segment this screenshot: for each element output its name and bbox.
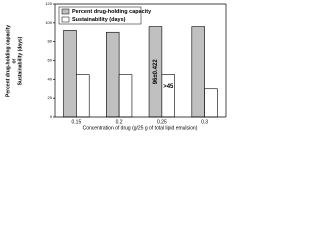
x-tick-label: 0.3 <box>201 119 208 125</box>
x-tick-label: 0.25 <box>157 119 167 125</box>
bar <box>118 74 133 118</box>
y-tick-label: 20 <box>48 95 53 100</box>
legend-swatch <box>61 16 70 23</box>
y-axis-label-line: Percent drug-holding capacity <box>5 25 11 97</box>
bar <box>76 74 90 118</box>
legend-label: Percent drug-holding capacity <box>72 9 152 15</box>
y-axis-label: Percent drug-holding capacity or Sustain… <box>5 25 23 97</box>
legend-swatch <box>61 8 70 15</box>
x-tick-label: 0.15 <box>72 119 82 125</box>
y-axis-label-line: or <box>11 58 17 63</box>
bar <box>161 74 175 118</box>
x-tick-label: 0.2 <box>116 119 123 125</box>
x-axis-label: Concentration of drug (g/25 g of total l… <box>83 125 198 131</box>
bar <box>106 31 120 118</box>
bar <box>204 88 218 118</box>
legend-box <box>58 6 142 25</box>
y-tick-label: 0 <box>50 114 53 119</box>
y-tick-label: 100 <box>45 20 52 25</box>
value-label: >45 <box>163 84 174 90</box>
value-label: 96±0.422 <box>153 59 159 85</box>
legend-label: Sustainability (days) <box>72 17 126 23</box>
chart: Concentration of drug (g/25 g of total l… <box>5 1 227 131</box>
bar <box>191 26 205 118</box>
bar <box>63 30 77 118</box>
y-tick-label: 60 <box>48 58 53 63</box>
y-axis-label-line: Sustainability (days) <box>17 36 23 85</box>
y-tick-label: 80 <box>48 39 53 44</box>
y-tick-label: 120 <box>45 1 52 6</box>
y-tick-label: 40 <box>48 76 53 81</box>
